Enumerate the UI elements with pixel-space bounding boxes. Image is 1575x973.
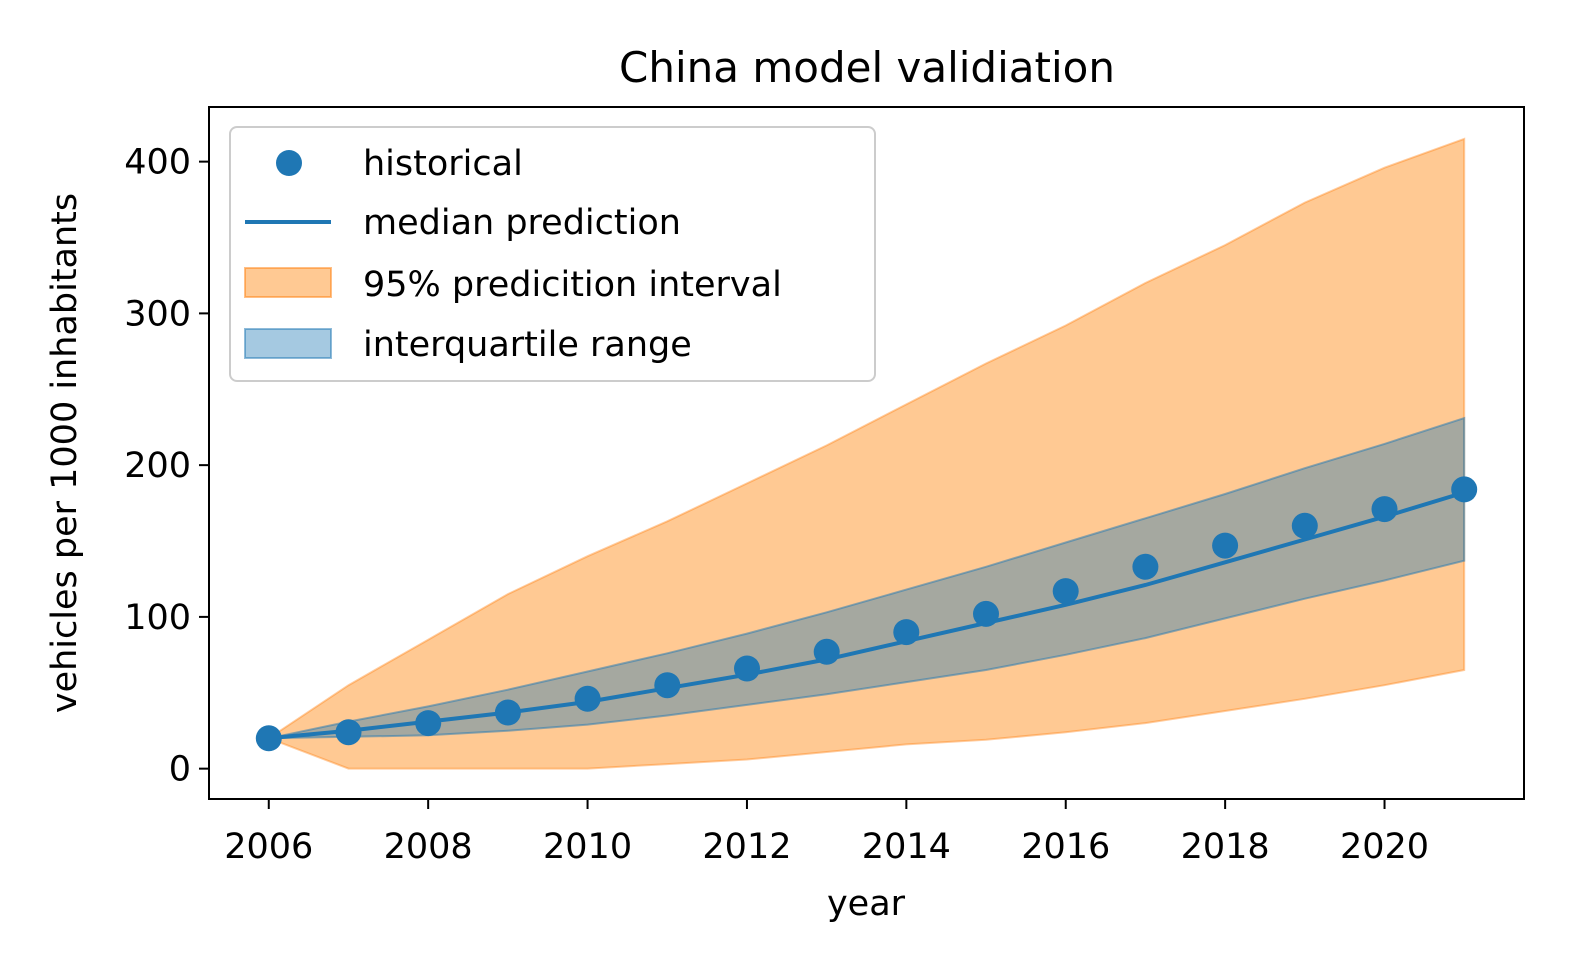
x-tick-label: 2012 xyxy=(702,827,791,867)
historical-point xyxy=(335,719,362,746)
legend-historical-marker xyxy=(276,150,302,176)
historical-point xyxy=(734,655,760,682)
historical-point xyxy=(1451,476,1478,503)
pi95-band xyxy=(266,137,1466,770)
historical-point xyxy=(1291,512,1318,539)
historical-point xyxy=(893,619,920,646)
legend-iqr-marker xyxy=(244,328,332,359)
legend-pi95-label: 95% predicition interval xyxy=(363,265,782,305)
plot-area xyxy=(255,137,1478,770)
historical-point xyxy=(1371,496,1398,523)
legend-historical-label: historical xyxy=(363,144,523,184)
y-tick-label: 300 xyxy=(124,294,191,334)
historical-point xyxy=(1212,532,1239,559)
x-axis-label: year xyxy=(827,884,906,924)
y-tick-label: 400 xyxy=(124,143,191,183)
historical-point xyxy=(574,685,601,712)
x-tick-label: 2010 xyxy=(543,827,632,867)
x-tick-label: 2008 xyxy=(384,827,473,867)
x-tick-label: 2016 xyxy=(1021,827,1110,867)
legend: historical median prediction 95% predici… xyxy=(229,126,876,382)
y-axis-label: vehicles per 1000 inhabitants xyxy=(45,193,85,713)
x-tick-label: 2014 xyxy=(862,827,951,867)
axes-frame xyxy=(208,106,1525,800)
historical-point xyxy=(415,710,442,737)
x-tick-label: 2020 xyxy=(1340,827,1429,867)
historical-point xyxy=(813,638,840,665)
historical-point xyxy=(255,725,282,752)
historical-point xyxy=(1052,578,1079,605)
y-tick-label: 200 xyxy=(124,446,191,486)
historical-point xyxy=(1132,553,1159,580)
y-axis-ticks: 0 100 200 300 400 xyxy=(124,143,209,790)
legend-pi95-marker xyxy=(244,267,332,298)
x-tick-label: 2018 xyxy=(1181,827,1270,867)
x-axis-ticks: 2006 2008 2010 2012 2014 2016 2018 2020 xyxy=(224,799,1429,867)
historical-point xyxy=(973,600,999,627)
y-tick-label: 0 xyxy=(169,750,191,790)
y-tick-label: 100 xyxy=(124,598,191,638)
x-tick-label: 2006 xyxy=(224,827,313,867)
chart-title: China model validiation xyxy=(619,43,1115,92)
median-line xyxy=(268,490,1465,741)
historical-point xyxy=(654,672,681,699)
legend-iqr-label: interquartile range xyxy=(363,325,692,365)
legend-frame xyxy=(229,126,876,382)
historical-point xyxy=(494,699,521,726)
legend-median-label: median prediction xyxy=(363,203,681,243)
